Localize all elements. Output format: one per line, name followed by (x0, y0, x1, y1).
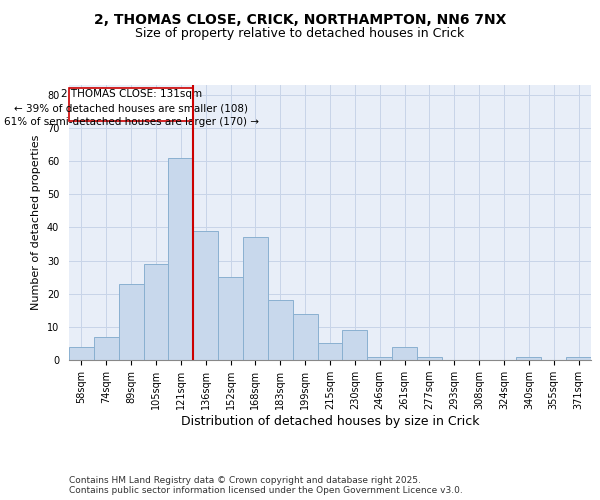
Bar (317, 344, 343, 360)
Bar (94, 337, 119, 360)
FancyBboxPatch shape (69, 88, 193, 122)
Bar (243, 238, 268, 360)
Bar (169, 158, 193, 360)
X-axis label: Distribution of detached houses by size in Crick: Distribution of detached houses by size … (181, 415, 479, 428)
Text: 2, THOMAS CLOSE, CRICK, NORTHAMPTON, NN6 7NX: 2, THOMAS CLOSE, CRICK, NORTHAMPTON, NN6… (94, 12, 506, 26)
Bar (517, 356, 541, 360)
Bar (143, 264, 169, 360)
Bar (69, 346, 94, 360)
Bar (119, 284, 143, 360)
Text: Size of property relative to detached houses in Crick: Size of property relative to detached ho… (136, 28, 464, 40)
Bar (367, 356, 392, 360)
Bar (417, 356, 442, 360)
Text: 2 THOMAS CLOSE: 131sqm
← 39% of detached houses are smaller (108)
61% of semi-de: 2 THOMAS CLOSE: 131sqm ← 39% of detached… (4, 90, 259, 128)
Text: Contains HM Land Registry data © Crown copyright and database right 2025.
Contai: Contains HM Land Registry data © Crown c… (69, 476, 463, 495)
Bar (218, 277, 243, 360)
Bar (268, 300, 293, 360)
Bar (392, 346, 417, 360)
Y-axis label: Number of detached properties: Number of detached properties (31, 135, 41, 310)
Bar (193, 231, 218, 360)
Bar (343, 330, 367, 360)
Bar (293, 314, 317, 360)
Bar (566, 356, 591, 360)
